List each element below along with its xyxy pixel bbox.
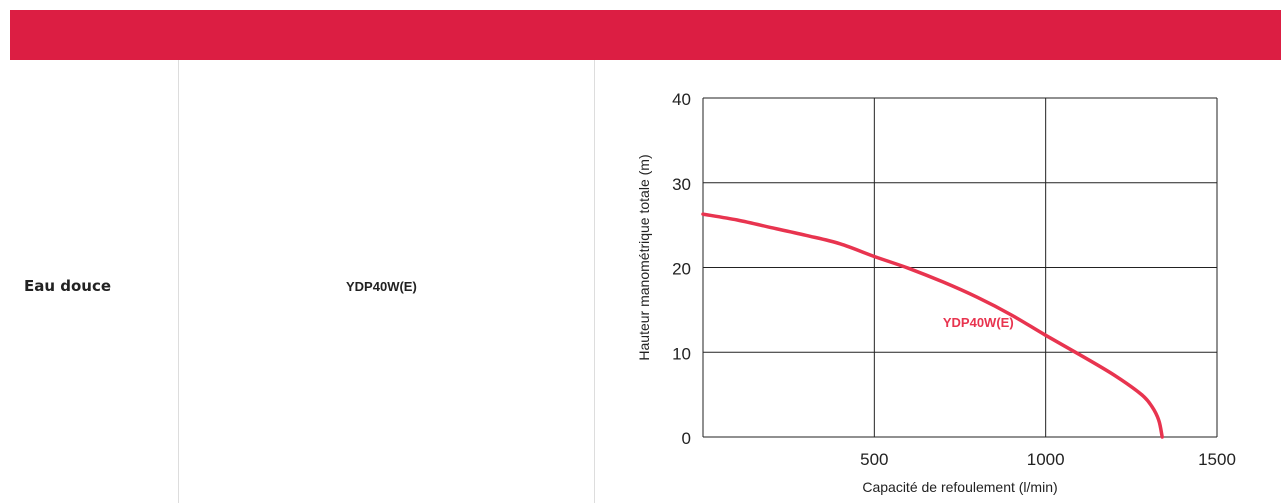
column-divider bbox=[594, 60, 595, 503]
header-bar bbox=[10, 10, 1281, 60]
x-tick-label: 500 bbox=[860, 450, 888, 469]
water-type-label: Eau douce bbox=[24, 277, 112, 295]
y-tick-label: 10 bbox=[672, 344, 691, 363]
pump-curve-chart: 0 10 20 30 40 500 1000 1500 Capacité de refoulem… bbox=[636, 90, 1236, 495]
y-tick-label: 20 bbox=[672, 260, 691, 279]
y-axis-title: Hauteur manométrique totale (m) bbox=[636, 154, 652, 360]
x-axis-title: Capacité de refoulement (l/min) bbox=[862, 479, 1057, 495]
series-label: YDP40W(E) bbox=[943, 315, 1014, 330]
y-tick-label: 0 bbox=[682, 429, 691, 448]
series-line bbox=[701, 212, 1164, 439]
y-tick-label: 40 bbox=[672, 90, 691, 109]
model-label: YDP40W(E) bbox=[346, 279, 417, 294]
x-tick-label: 1500 bbox=[1198, 450, 1236, 469]
water-type-cell: Eau douce bbox=[10, 60, 178, 503]
y-tick-label: 30 bbox=[672, 175, 691, 194]
model-cell: YDP40W(E) bbox=[178, 60, 593, 503]
table-row: Eau douce YDP40W(E) bbox=[10, 60, 1281, 503]
column-divider bbox=[178, 60, 179, 503]
x-tick-label: 1000 bbox=[1027, 450, 1065, 469]
